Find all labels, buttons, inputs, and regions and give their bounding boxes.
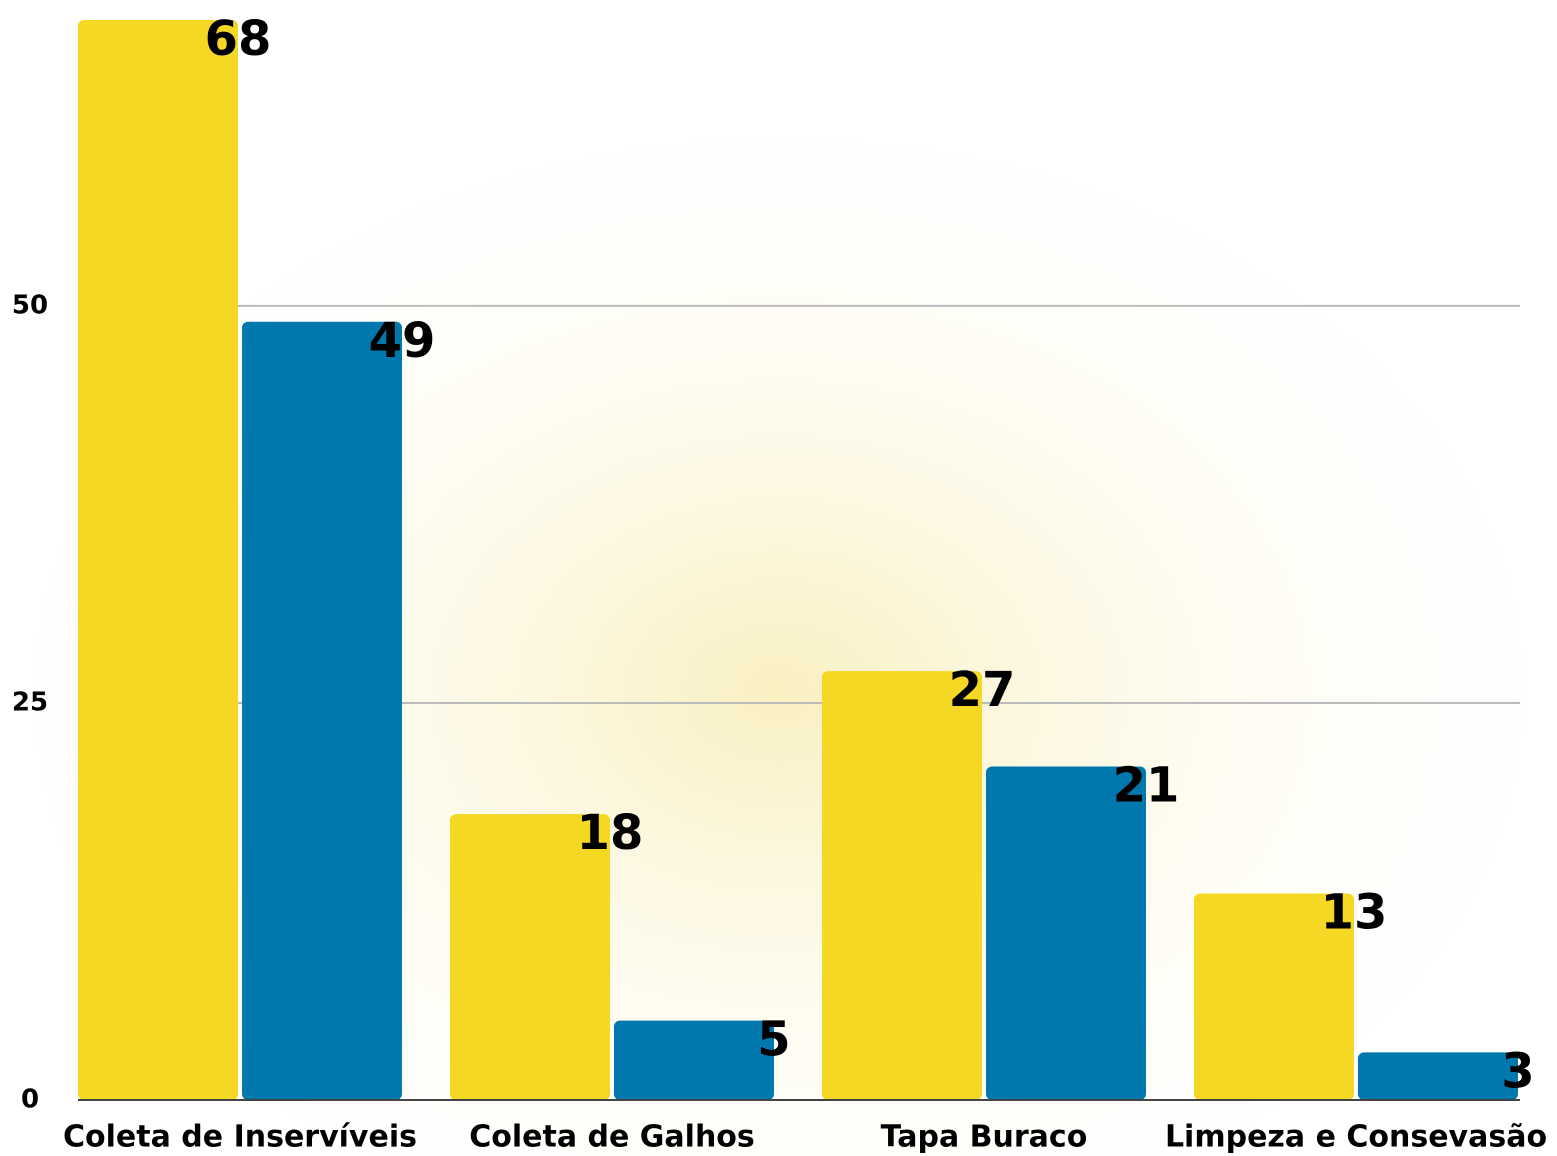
x-tick-label: Coleta de Inservíveis	[63, 1120, 417, 1155]
bar	[822, 671, 982, 1100]
bar	[614, 1021, 774, 1100]
y-tick-label: 50	[12, 290, 48, 320]
chart: 0 25 50 Coleta de Inservíveis Coleta de Galh…	[0, 0, 1557, 1156]
bar	[1358, 1052, 1518, 1100]
y-tick-label: 25	[12, 687, 48, 717]
value-label: 13	[1321, 885, 1388, 941]
value-label: 21	[1113, 757, 1180, 813]
x-tick-label: Tapa Buraco	[881, 1120, 1088, 1155]
value-label: 49	[369, 313, 436, 369]
value-label: 68	[205, 11, 272, 67]
bar	[242, 322, 402, 1100]
value-label: 3	[1501, 1043, 1534, 1099]
bar	[78, 20, 238, 1100]
x-tick-label: Limpeza e Consevasão	[1165, 1120, 1547, 1155]
value-label: 18	[577, 805, 644, 861]
y-tick-label: 0	[21, 1085, 39, 1115]
value-label: 27	[949, 662, 1016, 718]
x-tick-label: Coleta de Galhos	[469, 1120, 755, 1155]
value-label: 5	[757, 1012, 790, 1068]
bar	[986, 766, 1146, 1100]
